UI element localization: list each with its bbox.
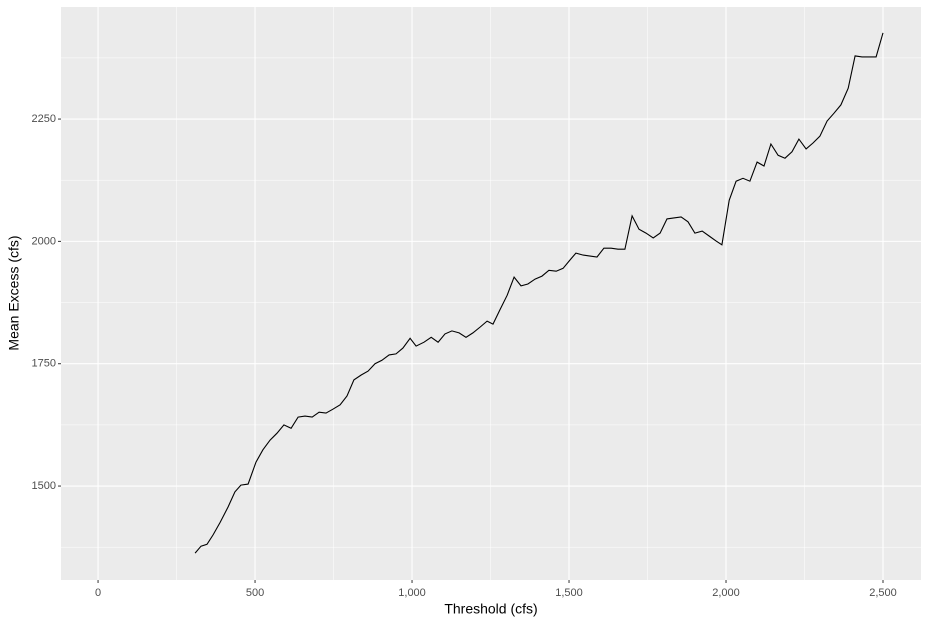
plot-panel [61,7,921,580]
y-tick-label: 2250 [32,113,56,125]
y-tick-label: 2000 [32,235,56,247]
x-tick-label: 2,500 [869,587,897,599]
y-tick-label: 1750 [32,358,56,370]
y-axis-title: Mean Excess (cfs) [6,235,22,350]
x-tick-label: 500 [246,587,264,599]
x-tick-label: 1,500 [555,587,583,599]
x-tick-label: 1,000 [398,587,426,599]
x-tick-label: 0 [95,587,101,599]
data-line [194,32,884,554]
x-axis-title: Threshold (cfs) [444,601,537,617]
y-tick-label: 1500 [32,480,56,492]
x-tick-label: 2,000 [712,587,740,599]
